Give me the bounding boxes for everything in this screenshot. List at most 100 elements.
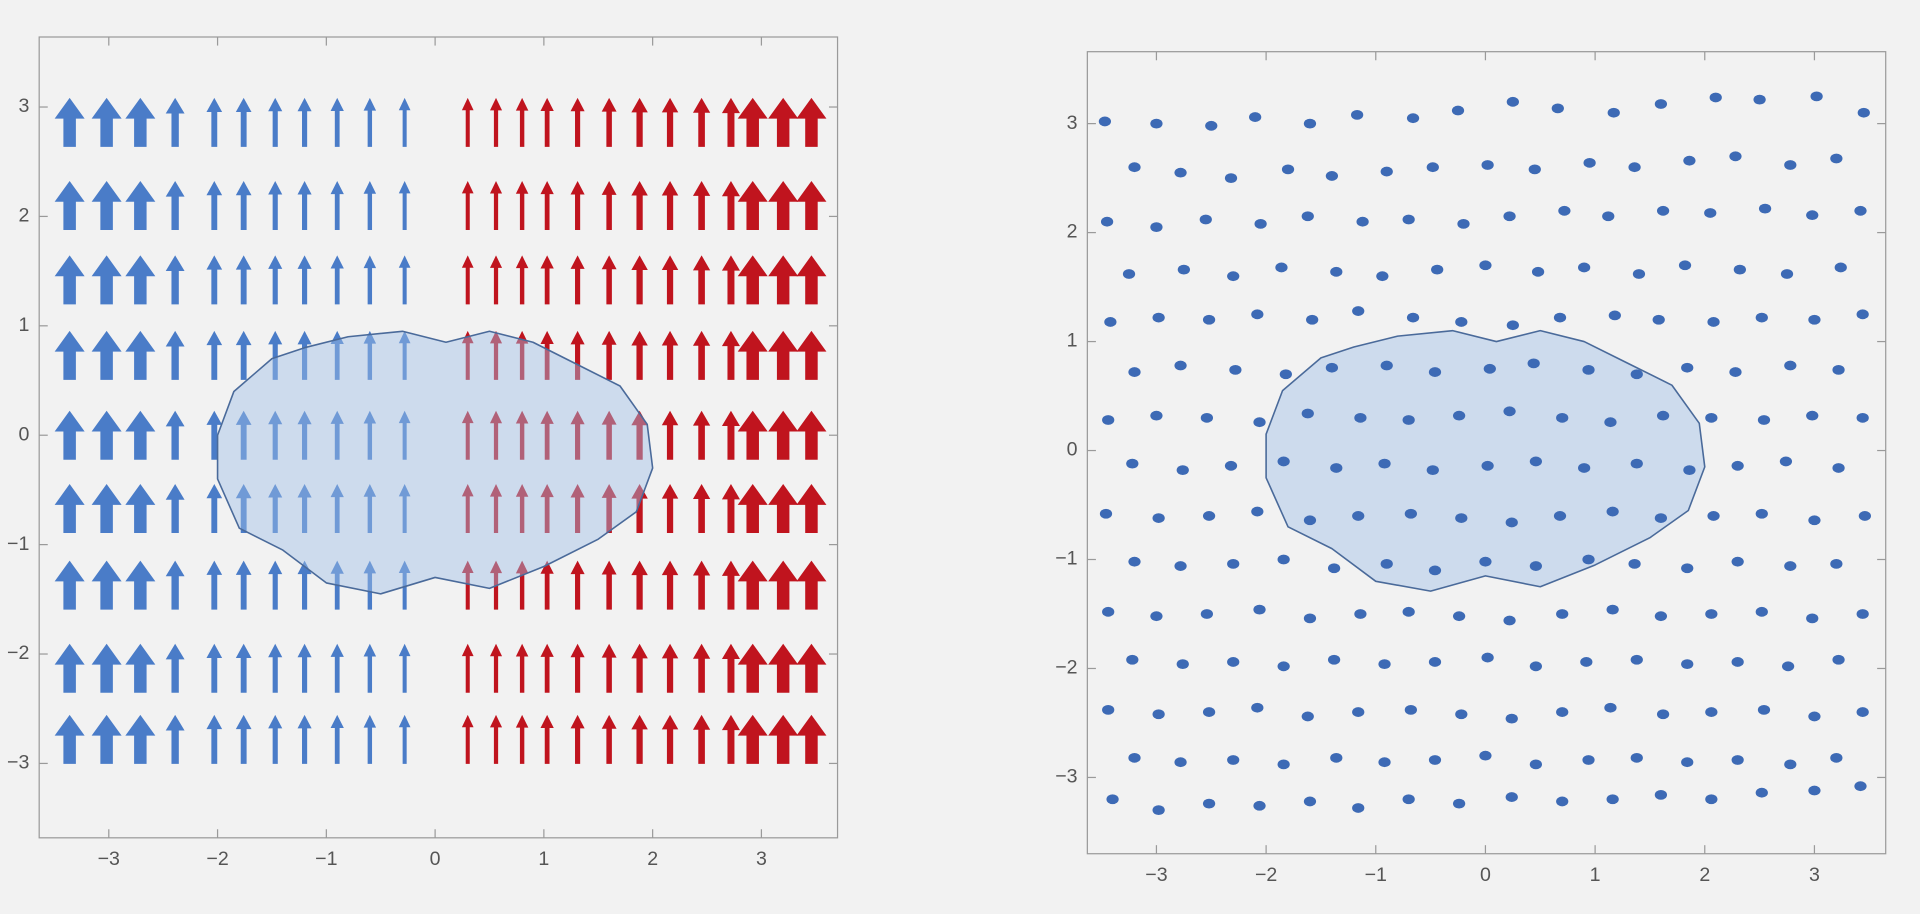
- arrow: [570, 255, 585, 305]
- x-tick-label: 2: [1699, 864, 1710, 886]
- arrow: [461, 643, 474, 693]
- arrow: [737, 255, 768, 305]
- point: [1279, 369, 1292, 380]
- point: [1529, 759, 1543, 770]
- point: [1150, 118, 1163, 129]
- arrow: [125, 484, 156, 534]
- point: [1251, 702, 1264, 713]
- point: [1277, 456, 1290, 467]
- arrow: [692, 97, 711, 147]
- arrow: [398, 484, 411, 534]
- point: [1529, 561, 1543, 571]
- arrow: [398, 180, 411, 230]
- arrow: [631, 97, 648, 147]
- arrow: [721, 643, 740, 693]
- point: [1630, 654, 1643, 665]
- point: [1479, 260, 1492, 271]
- arrow: [461, 180, 474, 230]
- point: [1602, 211, 1615, 222]
- point: [1200, 412, 1214, 423]
- arrow: [206, 330, 223, 380]
- point: [1455, 513, 1468, 523]
- arrow: [54, 180, 85, 230]
- arrow: [398, 255, 411, 305]
- arrow: [661, 255, 679, 305]
- point: [1683, 155, 1696, 166]
- point: [1681, 659, 1694, 670]
- point: [1428, 657, 1442, 667]
- arrow: [206, 484, 223, 534]
- point: [1306, 314, 1319, 325]
- point: [1758, 203, 1772, 214]
- point: [1731, 556, 1744, 567]
- y-tick-label: 1: [18, 314, 29, 336]
- point: [1707, 511, 1720, 521]
- arrow: [721, 714, 740, 764]
- point: [1784, 160, 1797, 170]
- y-tick-label: 0: [1067, 439, 1078, 461]
- arrow: [768, 255, 799, 305]
- arrow: [125, 410, 156, 460]
- arrow: [297, 330, 312, 380]
- arrow: [235, 255, 252, 305]
- point: [1126, 458, 1139, 469]
- arrow: [461, 255, 474, 305]
- point: [1834, 262, 1847, 273]
- arrow: [737, 330, 768, 380]
- arrow: [54, 255, 85, 305]
- point: [1553, 511, 1567, 521]
- arrow: [206, 180, 223, 230]
- arrow: [515, 255, 529, 305]
- point: [1553, 312, 1567, 323]
- arrow: [601, 410, 617, 460]
- arrow: [125, 97, 156, 147]
- arrow: [661, 484, 679, 534]
- point: [1354, 412, 1367, 423]
- point: [1128, 367, 1141, 377]
- point: [1806, 210, 1819, 221]
- arrow: [206, 410, 223, 460]
- arrow: [398, 560, 411, 610]
- arrow: [363, 560, 377, 610]
- point: [1755, 312, 1768, 323]
- arrow: [796, 255, 827, 305]
- point: [1654, 513, 1668, 523]
- point: [1428, 755, 1442, 765]
- point: [1505, 517, 1518, 528]
- arrow: [489, 643, 503, 693]
- point: [1150, 222, 1163, 233]
- arrow: [661, 410, 679, 460]
- arrow: [796, 410, 827, 460]
- point: [1856, 309, 1869, 320]
- point: [1481, 652, 1494, 663]
- arrow: [91, 410, 122, 460]
- arrow: [540, 560, 554, 610]
- arrow: [54, 643, 85, 693]
- point: [1275, 262, 1288, 273]
- point: [1681, 362, 1694, 373]
- point: [1578, 262, 1591, 273]
- y-tick-label: −3: [1055, 766, 1077, 788]
- point: [1808, 785, 1821, 796]
- point: [1556, 412, 1569, 423]
- point: [1106, 794, 1119, 805]
- arrow: [540, 484, 554, 534]
- arrow: [330, 484, 344, 534]
- point: [1858, 511, 1872, 521]
- point: [1325, 171, 1339, 181]
- arrow: [297, 560, 312, 610]
- point: [1705, 794, 1718, 805]
- arrow: [235, 410, 252, 460]
- point: [1174, 167, 1187, 178]
- y-tick-label: 3: [1067, 112, 1078, 134]
- point: [1229, 364, 1242, 375]
- arrow: [125, 714, 156, 764]
- arrow: [570, 180, 585, 230]
- point: [1354, 609, 1367, 619]
- point: [1856, 707, 1869, 717]
- arrow: [461, 97, 474, 147]
- point: [1830, 153, 1843, 164]
- point: [1150, 611, 1163, 622]
- arrow: [721, 560, 740, 610]
- plot-frame: [1086, 51, 1887, 855]
